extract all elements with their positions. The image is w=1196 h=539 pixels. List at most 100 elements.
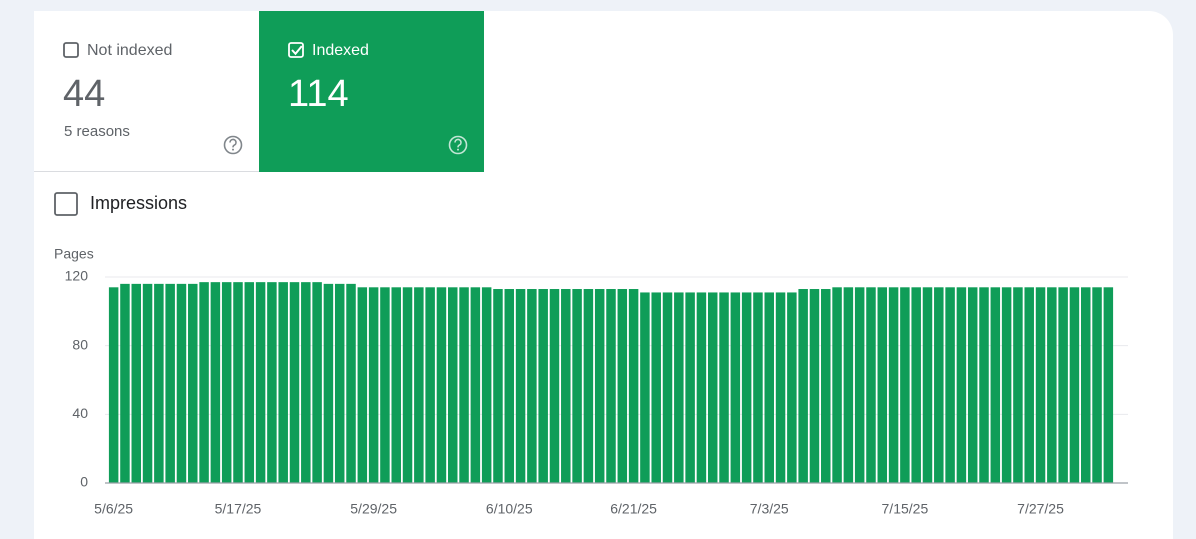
tab-label: Not indexed	[87, 42, 172, 59]
bar	[798, 289, 808, 483]
checkbox[interactable]	[54, 192, 78, 216]
y-axis-title: Pages	[54, 246, 94, 262]
bar	[1024, 287, 1034, 483]
bar	[154, 283, 164, 483]
tab[interactable]	[259, 11, 484, 172]
bar	[459, 287, 469, 483]
x-tick-label: 7/15/25	[882, 501, 929, 517]
bar	[199, 282, 209, 483]
bar	[323, 283, 334, 483]
tab-subtitle: 5 reasons	[64, 123, 130, 140]
bar	[956, 287, 967, 483]
bar	[651, 292, 661, 483]
bar	[1069, 287, 1080, 483]
bar	[470, 287, 481, 483]
bar	[967, 287, 978, 483]
bar	[1047, 287, 1057, 483]
bar	[640, 292, 650, 483]
bar	[617, 289, 628, 483]
bar	[1035, 287, 1046, 483]
bar	[1058, 287, 1068, 483]
bar	[674, 292, 684, 483]
bar	[142, 283, 153, 483]
bar	[402, 287, 413, 483]
bar	[380, 287, 390, 483]
tab[interactable]	[34, 11, 259, 172]
bar	[414, 287, 424, 483]
bar	[538, 289, 548, 483]
bar	[990, 287, 1001, 483]
bar	[1001, 287, 1012, 483]
impressions-label: Impressions	[90, 193, 187, 213]
bar	[312, 282, 322, 483]
bar	[289, 282, 300, 483]
bar	[741, 292, 752, 483]
bar	[775, 292, 786, 483]
bar	[108, 287, 119, 483]
x-tick-label: 7/27/25	[1017, 501, 1064, 517]
bar	[448, 287, 458, 483]
bar	[832, 287, 842, 483]
help-icon	[448, 135, 468, 155]
bar	[764, 292, 774, 483]
y-tick-label: 40	[72, 405, 88, 421]
bar	[368, 287, 379, 483]
x-tick-label: 7/3/25	[750, 501, 789, 517]
tab-value: 44	[63, 73, 105, 115]
bar	[753, 292, 763, 483]
bar	[244, 282, 255, 483]
checkbox[interactable]	[288, 42, 304, 58]
bar	[549, 289, 560, 483]
bar	[481, 287, 492, 483]
bar	[493, 289, 503, 483]
bar	[572, 289, 582, 483]
bar	[561, 289, 571, 483]
bar	[979, 287, 989, 483]
bar	[809, 289, 820, 483]
bar	[662, 292, 673, 483]
bar	[255, 282, 266, 483]
bar	[221, 282, 232, 483]
bar	[696, 292, 707, 483]
bar	[1092, 287, 1102, 483]
help-icon	[223, 135, 243, 155]
bar	[730, 292, 741, 483]
tab-value: 114	[288, 73, 349, 115]
bar	[1080, 287, 1091, 483]
bar	[685, 292, 695, 483]
bar	[719, 292, 729, 483]
y-tick-label: 120	[65, 268, 89, 284]
checkmark	[291, 45, 303, 56]
bar	[233, 282, 243, 483]
bar	[357, 287, 368, 483]
help-icon-glyph	[454, 138, 462, 148]
bar	[210, 282, 221, 483]
bar	[267, 282, 277, 483]
bar	[854, 287, 865, 483]
bar	[945, 287, 955, 483]
bar	[934, 287, 944, 483]
bar	[583, 289, 594, 483]
bar	[334, 283, 345, 483]
bar	[900, 287, 910, 483]
bar	[176, 283, 187, 483]
bar	[165, 283, 175, 483]
checkbox[interactable]	[63, 42, 79, 58]
y-tick-label: 0	[80, 474, 88, 490]
help-icon-glyph	[229, 138, 237, 148]
x-tick-label: 5/6/25	[94, 501, 133, 517]
bar	[911, 287, 921, 483]
x-tick-label: 6/21/25	[610, 501, 657, 517]
bar	[594, 289, 605, 483]
bar	[515, 289, 526, 483]
bar	[527, 289, 537, 483]
bar	[391, 287, 401, 483]
bar	[606, 289, 616, 483]
bar	[301, 282, 311, 483]
y-tick-label: 80	[72, 336, 88, 352]
bar	[877, 287, 888, 483]
bar	[843, 287, 854, 483]
bar	[425, 287, 435, 483]
